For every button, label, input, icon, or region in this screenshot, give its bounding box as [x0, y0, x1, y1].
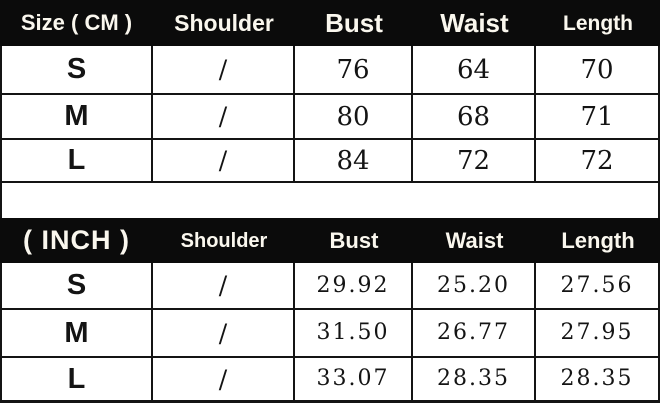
cell-waist: 64	[413, 46, 536, 95]
cell-shoulder: /	[153, 358, 295, 403]
cell-bust: 31.50	[295, 310, 413, 358]
cm-header-length: Length	[563, 11, 633, 35]
inch-row-s: S / 29.92 25.20 27.56	[0, 263, 660, 310]
cell-bust: 33.07	[295, 358, 413, 403]
inch-header-size: ( INCH )	[23, 225, 130, 255]
cm-header-waist: Waist	[440, 8, 509, 38]
cell-size: S	[2, 263, 153, 310]
inch-header-bust: Bust	[329, 227, 379, 253]
cell-length: 72	[536, 140, 660, 183]
inch-row-m: M / 31.50 26.77 27.95	[0, 310, 660, 358]
inch-header-waist: Waist	[445, 227, 504, 253]
inch-row-l: L / 33.07 28.35 28.35	[0, 358, 660, 403]
cell-size: M	[2, 310, 153, 358]
cell-shoulder: /	[153, 310, 295, 358]
cell-size: M	[2, 95, 153, 140]
cell-bust: 80	[295, 95, 413, 140]
cell-size: S	[2, 46, 153, 95]
cell-length: 27.95	[536, 310, 660, 358]
inch-header-shoulder: Shoulder	[180, 229, 268, 252]
inch-header-row: ( INCH ) Shoulder Bust Waist Length	[0, 218, 660, 263]
cm-header-size: Size ( CM )	[20, 10, 133, 35]
cm-header-bust: Bust	[325, 8, 383, 38]
cm-row-l: L / 84 72 72	[0, 140, 660, 183]
cell-bust: 29.92	[295, 263, 413, 310]
cm-header-row: Size ( CM ) Shoulder Bust Waist Length	[0, 0, 660, 46]
cell-size: L	[2, 358, 153, 403]
cm-header-shoulder: Shoulder	[174, 9, 274, 36]
cell-shoulder: /	[153, 140, 295, 183]
cell-size: L	[2, 140, 153, 183]
cm-row-m: M / 80 68 71	[0, 95, 660, 140]
cm-row-s: S / 76 64 70	[0, 46, 660, 95]
cell-waist: 25.20	[413, 263, 536, 310]
cell-bust: 84	[295, 140, 413, 183]
cell-length: 71	[536, 95, 660, 140]
cell-shoulder: /	[153, 95, 295, 140]
cell-bust: 76	[295, 46, 413, 95]
cell-shoulder: /	[153, 263, 295, 310]
cell-length: 27.56	[536, 263, 660, 310]
inch-header-length: Length	[561, 227, 635, 253]
cell-length: 28.35	[536, 358, 660, 403]
spacer-row	[0, 183, 660, 218]
cell-waist: 28.35	[413, 358, 536, 403]
cell-waist: 26.77	[413, 310, 536, 358]
cell-waist: 68	[413, 95, 536, 140]
cell-waist: 72	[413, 140, 536, 183]
cell-length: 70	[536, 46, 660, 95]
cell-shoulder: /	[153, 46, 295, 95]
